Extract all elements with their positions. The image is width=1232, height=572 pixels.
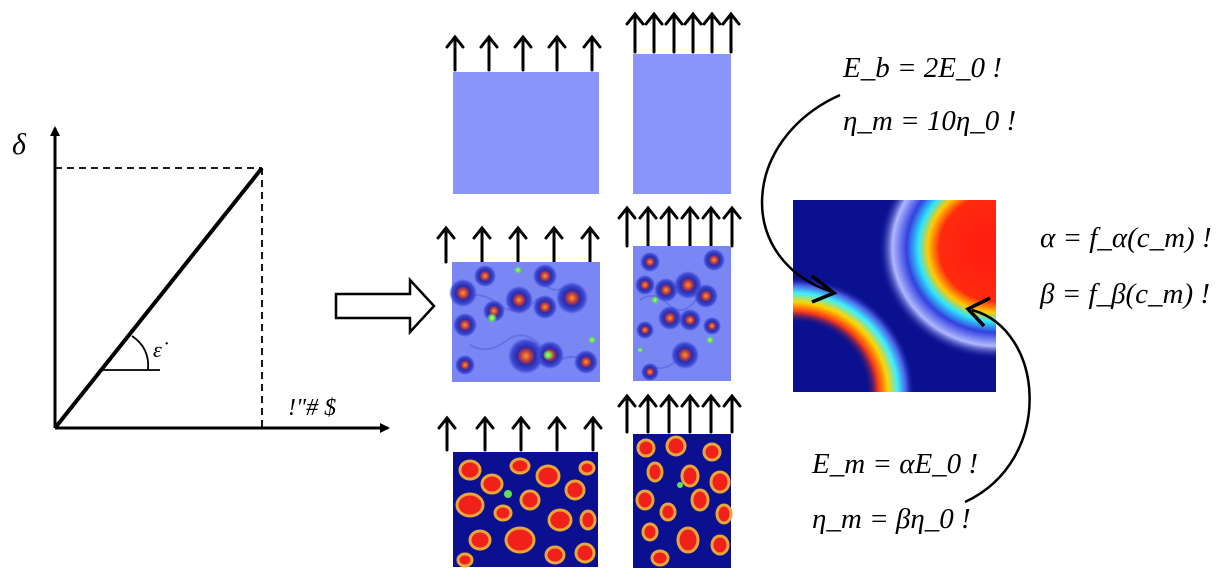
transition-arrow xyxy=(334,276,436,336)
mature-panel-right xyxy=(633,434,733,568)
x-axis-label: !"# $ xyxy=(288,395,336,421)
bottom-pointer-arrow xyxy=(964,308,1031,504)
tension-arrows-row1-right xyxy=(625,11,741,54)
y-axis-label: δ xyxy=(12,128,27,161)
tension-arrows-row3-right xyxy=(617,393,742,434)
eq-alpha-function: α = f_α(c_m) ! xyxy=(1040,222,1212,254)
uniform-block-right xyxy=(633,54,731,194)
slope-angle-arc xyxy=(131,335,150,371)
eq-binder-modulus: E_b = 2E_0 ! xyxy=(843,52,1002,84)
uniform-block-left xyxy=(453,72,599,194)
developing-panel-left xyxy=(449,262,600,382)
developing-panel-right xyxy=(633,246,731,381)
tension-arrows xyxy=(436,11,742,452)
top-pointer-arrowhead xyxy=(810,274,838,304)
stress-strain-graph: δ ε̇ !"# $ xyxy=(12,126,390,433)
eq-beta-function: β = f_β(c_m) ! xyxy=(1040,278,1211,310)
tension-arrows-row2-right xyxy=(617,205,742,248)
tension-arrows-row2-left xyxy=(436,225,600,264)
eq-matrix-modulus: E_m = αE_0 ! xyxy=(812,448,979,480)
mature-panel-left xyxy=(453,452,598,568)
eq-matrix-viscosity: η_m = βη_0 ! xyxy=(812,503,971,535)
tension-arrows-row3-left xyxy=(437,415,603,452)
bottom-pointer-arrowhead xyxy=(965,296,991,328)
slope-label: ε̇ xyxy=(153,337,169,362)
zoom-detail-panel xyxy=(793,200,996,392)
loading-line xyxy=(53,166,264,430)
tension-arrows-row1-left xyxy=(445,34,602,72)
top-pointer-arrow xyxy=(760,93,841,294)
eq-binder-viscosity: η_m = 10η_0 ! xyxy=(843,105,1017,137)
